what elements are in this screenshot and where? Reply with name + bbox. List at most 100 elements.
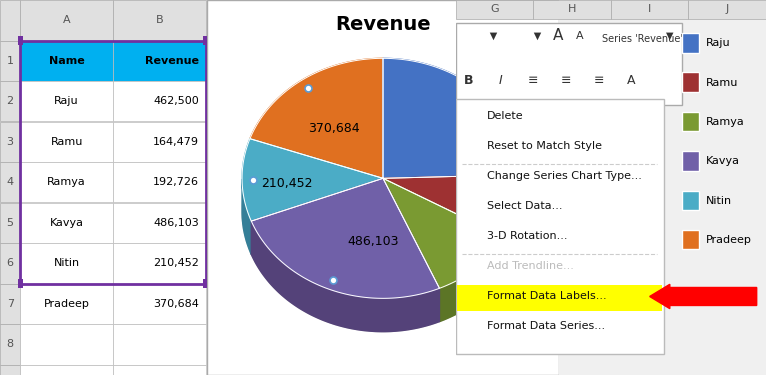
Text: I: I xyxy=(648,4,651,14)
Bar xyxy=(113,0,205,40)
Text: 5: 5 xyxy=(7,218,14,228)
Text: ≡: ≡ xyxy=(561,74,571,87)
Text: Kavya: Kavya xyxy=(502,173,537,183)
Bar xyxy=(0,284,21,324)
Bar xyxy=(21,122,113,162)
Polygon shape xyxy=(242,139,383,221)
Bar xyxy=(113,324,205,364)
Text: B: B xyxy=(463,74,473,87)
Bar xyxy=(478,50,498,70)
Text: H: H xyxy=(568,4,576,14)
Bar xyxy=(113,162,205,202)
Text: A: A xyxy=(553,28,563,43)
Bar xyxy=(21,40,205,284)
Text: Nitin: Nitin xyxy=(502,213,529,222)
Text: Ramu: Ramu xyxy=(705,78,738,87)
Bar xyxy=(21,81,113,122)
Text: 486,103: 486,103 xyxy=(153,218,199,228)
Bar xyxy=(0,202,21,243)
Bar xyxy=(21,324,113,364)
Bar xyxy=(113,284,205,324)
Text: Raju: Raju xyxy=(705,38,730,48)
Text: Format Data Labels...: Format Data Labels... xyxy=(487,291,607,302)
Text: G: G xyxy=(490,4,499,14)
Text: ≡: ≡ xyxy=(593,74,604,87)
Text: Ramya: Ramya xyxy=(502,134,542,144)
Text: Nitin: Nitin xyxy=(54,258,80,268)
Text: Select Data...: Select Data... xyxy=(487,201,562,211)
FancyBboxPatch shape xyxy=(456,22,683,105)
Text: Delete: Delete xyxy=(487,111,523,122)
Text: I: I xyxy=(499,74,502,87)
Bar xyxy=(21,162,113,202)
Text: J: J xyxy=(725,4,728,14)
Bar xyxy=(683,190,699,210)
Polygon shape xyxy=(251,178,440,298)
FancyArrow shape xyxy=(650,284,757,309)
Bar xyxy=(478,89,498,110)
Bar xyxy=(113,122,205,162)
Text: 210,452: 210,452 xyxy=(153,258,199,268)
Text: Kavya: Kavya xyxy=(50,218,83,228)
Text: 192,726: 192,726 xyxy=(153,177,199,187)
Text: 210,452: 210,452 xyxy=(261,177,313,190)
Text: 6: 6 xyxy=(7,258,14,268)
Bar xyxy=(21,0,113,40)
Bar xyxy=(113,202,205,243)
Text: 8: 8 xyxy=(7,339,14,349)
Text: Pradeep: Pradeep xyxy=(705,235,751,245)
Text: Name: Name xyxy=(49,56,84,66)
Bar xyxy=(683,230,699,249)
Text: Series 'Revenue': Series 'Revenue' xyxy=(601,34,683,44)
Bar xyxy=(0,162,21,202)
Bar xyxy=(683,33,699,53)
Bar xyxy=(18,36,23,45)
Bar xyxy=(478,207,498,228)
Text: Ramya: Ramya xyxy=(705,117,745,127)
Bar xyxy=(0,40,21,81)
Bar xyxy=(113,243,205,284)
Text: A: A xyxy=(63,15,70,25)
Bar xyxy=(113,40,205,81)
Bar xyxy=(203,279,208,288)
Text: A: A xyxy=(576,31,584,40)
Bar xyxy=(611,0,689,19)
Text: Pradeep: Pradeep xyxy=(502,252,548,262)
Text: Ramu: Ramu xyxy=(502,94,535,104)
FancyBboxPatch shape xyxy=(456,99,663,354)
Text: 1: 1 xyxy=(7,56,14,66)
Text: Reset to Match Style: Reset to Match Style xyxy=(487,141,602,152)
Text: 2: 2 xyxy=(7,96,14,106)
Bar xyxy=(478,129,498,149)
Bar xyxy=(18,279,23,288)
Bar xyxy=(689,0,766,19)
Polygon shape xyxy=(506,178,524,271)
Bar xyxy=(0,122,21,162)
Bar xyxy=(21,243,113,284)
Text: Kavya: Kavya xyxy=(705,156,739,166)
Bar xyxy=(533,0,611,19)
Bar xyxy=(21,364,113,375)
Bar xyxy=(113,364,205,375)
Polygon shape xyxy=(251,221,440,332)
Text: ▼: ▼ xyxy=(471,31,498,40)
Bar xyxy=(0,243,21,284)
Text: ▼: ▼ xyxy=(666,31,673,40)
Text: Raju: Raju xyxy=(502,55,528,65)
Text: 462,500: 462,500 xyxy=(153,96,199,106)
Bar xyxy=(0,81,21,122)
Text: Ramya: Ramya xyxy=(47,177,86,187)
Text: 370,684: 370,684 xyxy=(308,122,359,135)
Text: Pradeep: Pradeep xyxy=(44,299,90,309)
Bar xyxy=(203,36,208,45)
Text: Format Data Series...: Format Data Series... xyxy=(487,321,605,332)
Text: 4: 4 xyxy=(7,177,14,187)
Text: Add Trendline...: Add Trendline... xyxy=(487,261,574,272)
Text: Revenue: Revenue xyxy=(336,15,430,34)
Bar xyxy=(21,40,113,81)
Text: Revenue: Revenue xyxy=(145,56,199,66)
Polygon shape xyxy=(250,58,383,178)
Bar xyxy=(478,247,498,267)
Bar xyxy=(21,284,113,324)
Bar xyxy=(457,285,662,311)
